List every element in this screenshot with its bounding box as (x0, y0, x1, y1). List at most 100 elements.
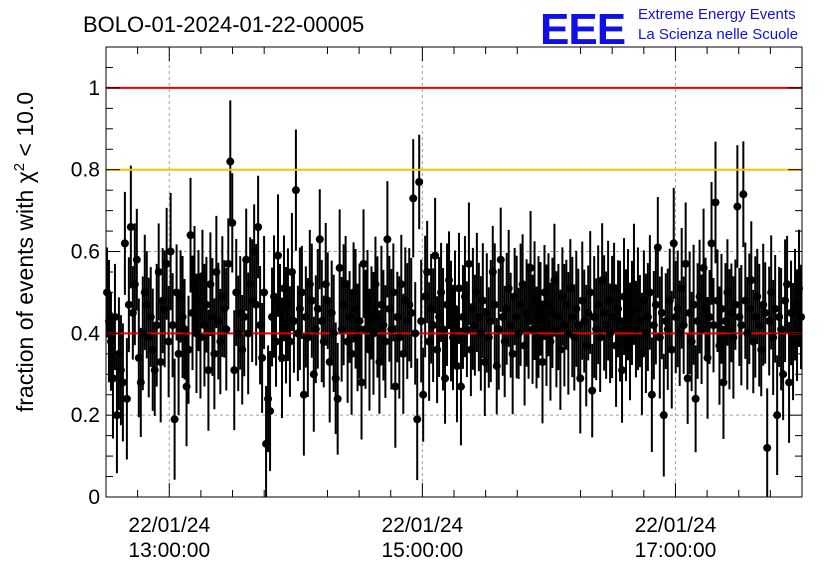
data-point (598, 276, 607, 285)
data-point (691, 394, 700, 403)
data-point (460, 292, 469, 301)
data-point (468, 304, 477, 313)
data-point (743, 329, 752, 338)
data-point (252, 300, 261, 309)
data-point (180, 325, 189, 334)
data-point (647, 390, 656, 399)
data-point (590, 313, 599, 321)
reference-lines (106, 86, 802, 335)
data-point (731, 300, 740, 309)
data-point (635, 317, 644, 326)
logo-line1: Extreme Energy Events (638, 6, 796, 23)
data-point (588, 386, 597, 395)
data-point (456, 382, 465, 391)
x-tick-date-label: 22/01/24 (635, 514, 717, 537)
data-point (699, 263, 708, 272)
data-point (729, 333, 738, 342)
data-point (687, 337, 696, 346)
data-point (234, 329, 243, 338)
y-axis-label: fraction of events with χ2 < 10.0 (11, 92, 38, 412)
logo-line2: La Scienza nelle Scuole (638, 26, 798, 43)
data-point (797, 313, 806, 321)
data-point (429, 321, 438, 330)
data-point (256, 321, 265, 330)
data-point (673, 304, 682, 313)
data-point (299, 390, 308, 399)
data-point (325, 358, 334, 366)
data-point (554, 313, 563, 321)
data-point (528, 325, 537, 334)
data-point (625, 337, 634, 346)
data-point (144, 333, 153, 342)
data-point (200, 321, 209, 330)
data-point (323, 296, 332, 305)
data-point (506, 321, 515, 330)
data-point (454, 284, 463, 293)
data-point (727, 308, 736, 317)
data-point (198, 272, 207, 281)
data-point (104, 317, 113, 326)
data-point (114, 349, 123, 358)
data-point (667, 345, 676, 354)
data-point (120, 239, 129, 248)
data-point (116, 366, 125, 375)
data-point (423, 268, 432, 276)
data-point (367, 308, 376, 317)
data-point (751, 313, 760, 321)
data-point (757, 345, 766, 354)
data-point (759, 300, 768, 309)
data-point (723, 288, 732, 297)
data-point (258, 353, 267, 362)
data-point (297, 288, 306, 297)
data-point (637, 349, 646, 358)
data-point (270, 292, 279, 301)
data-point (697, 325, 706, 334)
data-point (616, 317, 625, 326)
data-point (492, 362, 501, 371)
data-point (383, 235, 392, 244)
data-point (106, 337, 115, 346)
data-point (268, 313, 277, 321)
data-point (311, 325, 320, 334)
data-point (118, 378, 127, 387)
data-point (148, 345, 157, 354)
data-point (319, 337, 328, 346)
data-point (657, 308, 666, 317)
data-point (154, 268, 163, 276)
data-point (522, 308, 531, 317)
data-point (184, 345, 193, 354)
data-point (343, 337, 352, 346)
data-point (293, 329, 302, 338)
data-point (707, 239, 716, 248)
data-point (260, 288, 269, 297)
data-point (578, 296, 587, 305)
data-point (301, 313, 310, 321)
data-point (244, 329, 253, 338)
data-point (433, 345, 442, 354)
data-point (713, 296, 722, 305)
data-point (166, 247, 175, 256)
data-point (677, 284, 686, 293)
data-point (447, 317, 456, 326)
y-tick-label: 0.6 (71, 241, 100, 264)
y-tick-label: 0.4 (71, 322, 101, 345)
data-point (226, 157, 235, 166)
data-point (488, 268, 497, 276)
data-point (333, 394, 342, 403)
data-point (391, 382, 400, 391)
data-point (134, 353, 143, 362)
data-point (156, 358, 165, 366)
data-point (566, 284, 575, 293)
data-point (279, 284, 288, 293)
data-point (767, 288, 776, 297)
data-point (108, 374, 117, 383)
data-point (745, 304, 754, 313)
data-point (576, 374, 585, 383)
data-point (327, 308, 336, 317)
data-point (538, 358, 547, 366)
data-point (633, 304, 642, 313)
data-point (777, 325, 786, 334)
data-point (518, 280, 527, 289)
data-point (313, 304, 322, 313)
